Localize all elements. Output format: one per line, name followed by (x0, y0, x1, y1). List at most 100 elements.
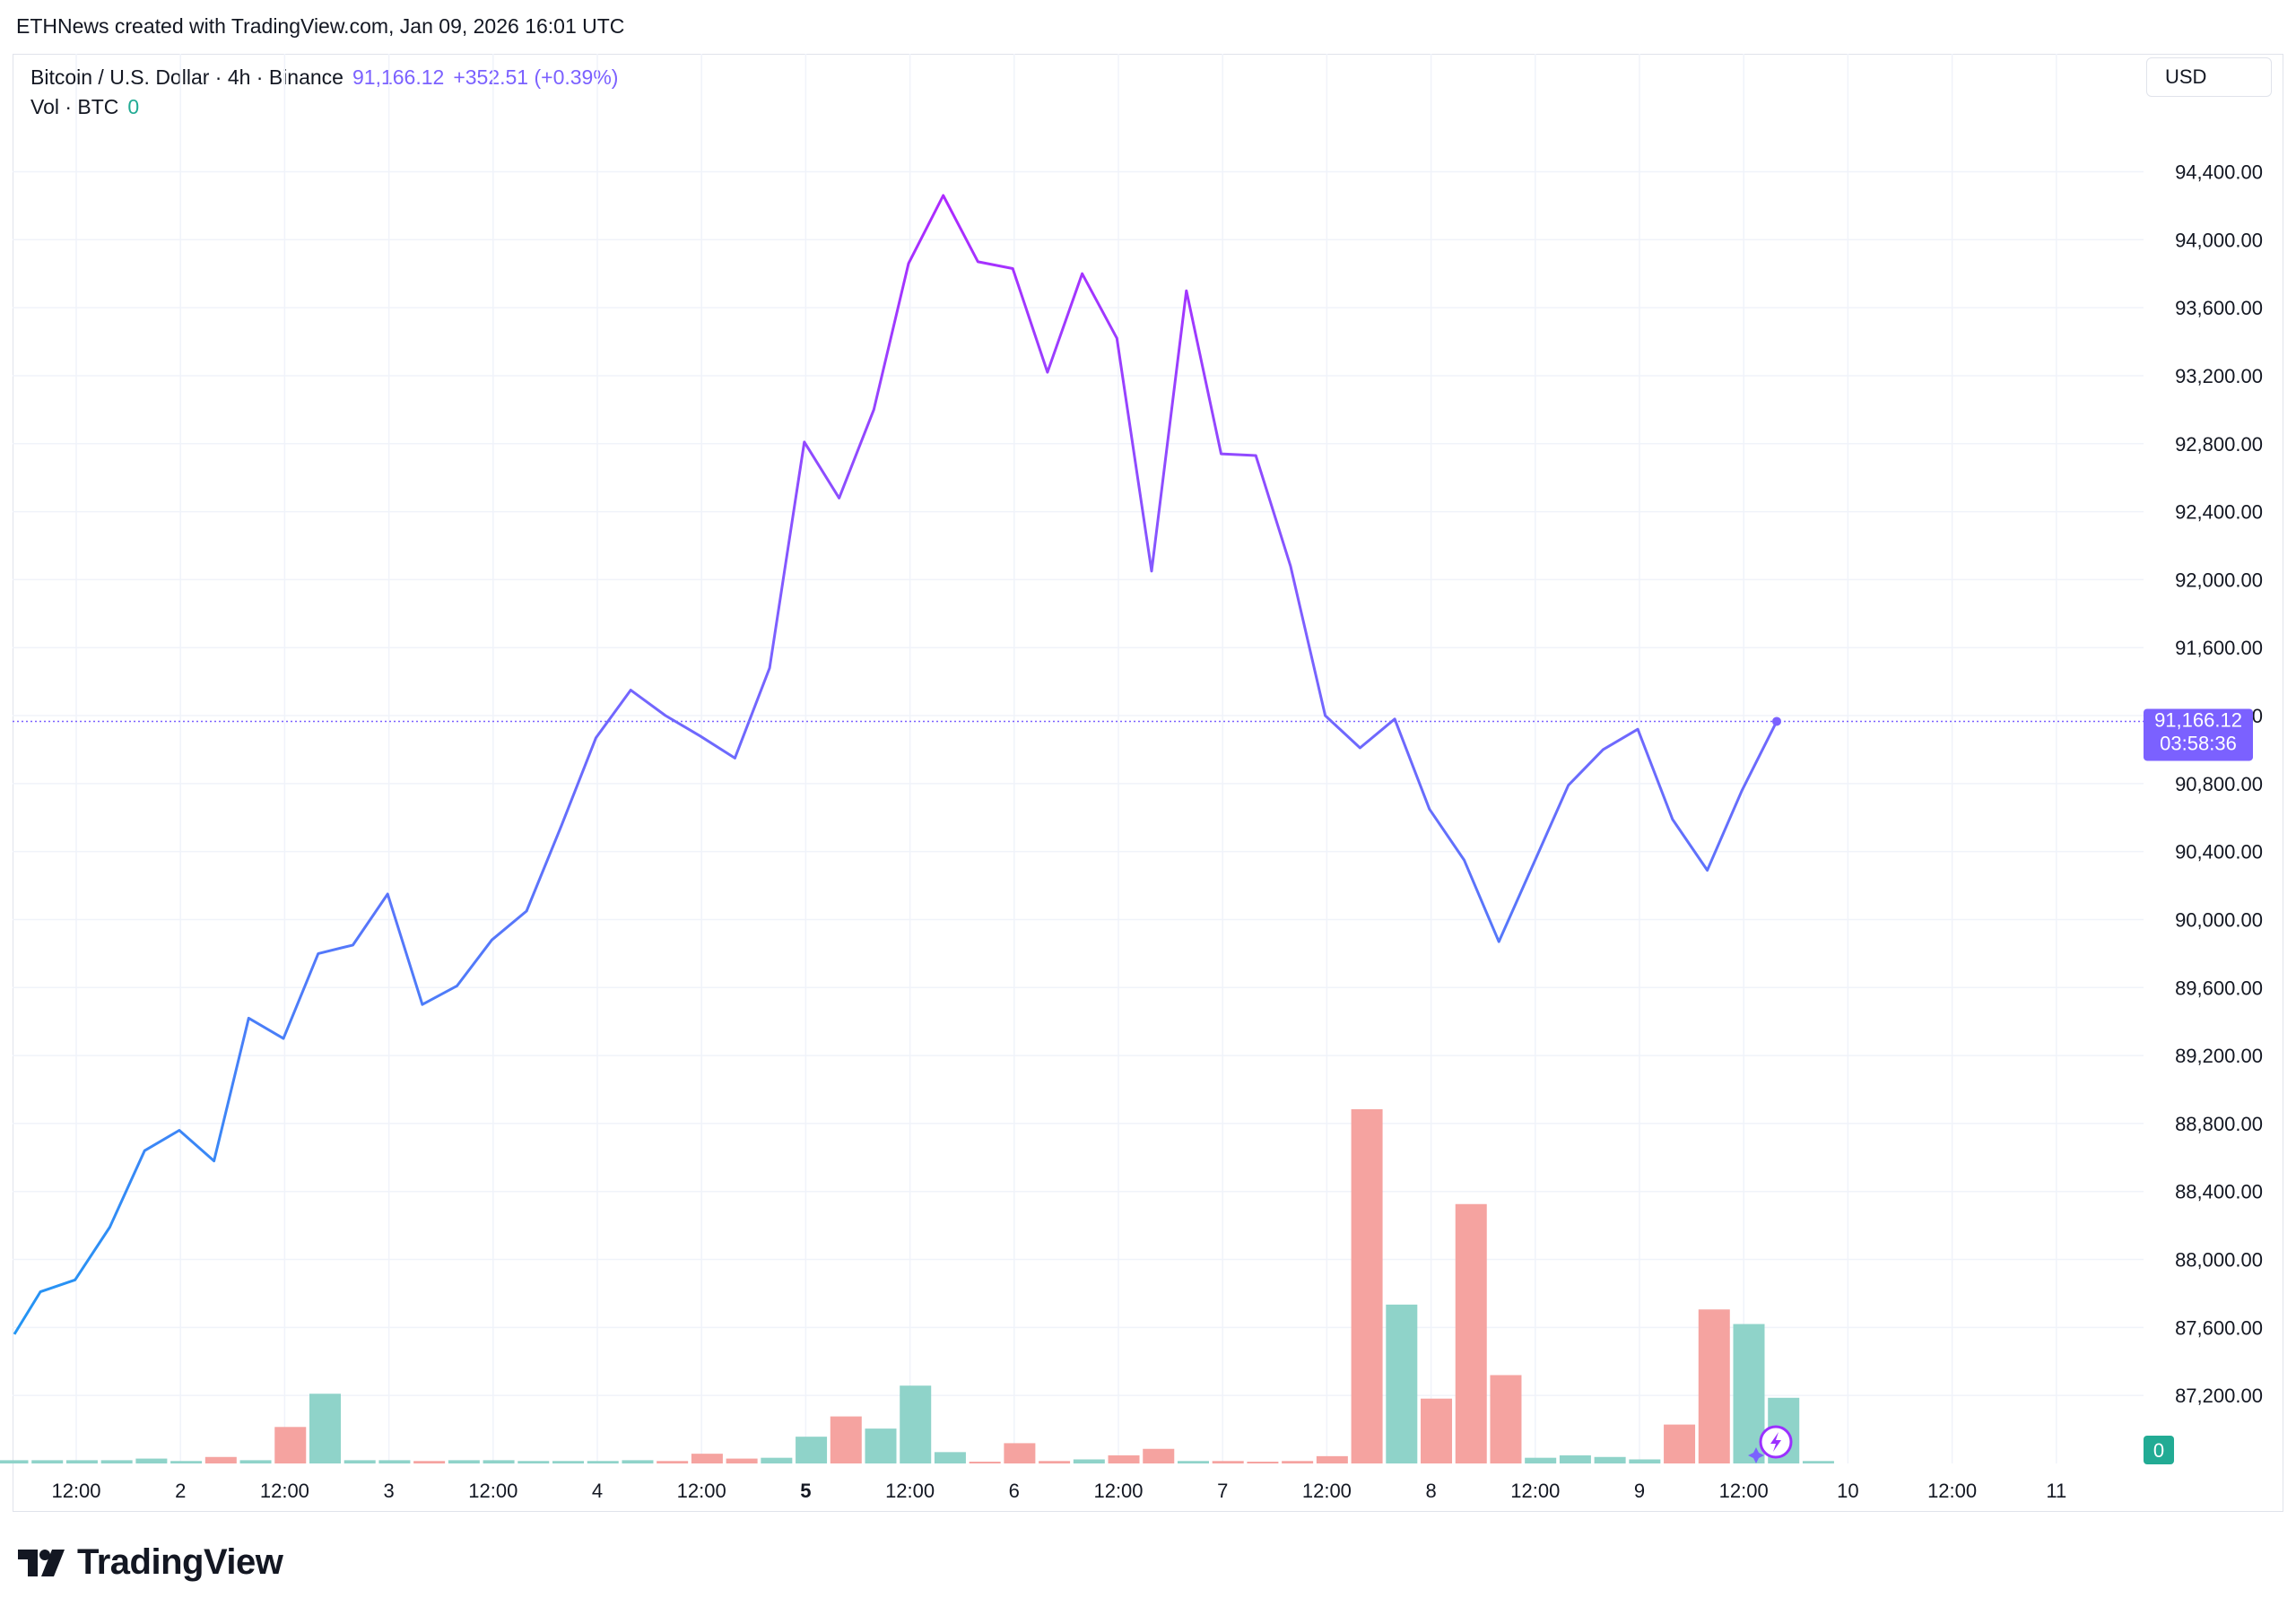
tradingview-logo[interactable]: TradingView (18, 1542, 283, 1583)
y-tick-label: 93,200.00 (2175, 365, 2263, 387)
volume-bar (657, 1461, 689, 1463)
currency-button[interactable]: USD (2146, 57, 2272, 97)
volume-bar (309, 1394, 341, 1463)
x-tick-label: 9 (1634, 1480, 1645, 1502)
y-tick-label: 94,000.00 (2175, 229, 2263, 251)
last-price-tag-value: 91,166.12 (2154, 708, 2242, 731)
volume-bar (65, 1460, 98, 1463)
volume-bar (204, 1456, 237, 1463)
y-tick-label: 90,800.00 (2175, 773, 2263, 795)
volume-bar (100, 1460, 133, 1463)
volume-bar (1177, 1461, 1209, 1463)
volume-bar (31, 1460, 64, 1463)
x-axis-ticks: 12:00 2 12:00 3 12:00 4 12:00 5 12:00 6 12:00 7 12:0… (51, 1480, 2066, 1502)
y-tick-label: 89,600.00 (2175, 977, 2263, 999)
x-tick-label: 7 (1217, 1480, 1228, 1502)
y-tick-label: 92,000.00 (2175, 569, 2263, 591)
volume-bar (1212, 1461, 1244, 1463)
legend-symbol[interactable]: Bitcoin / U.S. Dollar · 4h · Binance (30, 65, 344, 89)
x-tick-label: 10 (1837, 1480, 1858, 1502)
x-tick-label: 12:00 (1302, 1480, 1352, 1502)
x-tick-label: 6 (1009, 1480, 1020, 1502)
volume-bar (378, 1460, 411, 1463)
volume-bar (1108, 1454, 1140, 1463)
volume-bar (413, 1461, 446, 1463)
x-tick-label: 4 (592, 1480, 603, 1502)
volume-bar (1594, 1456, 1626, 1463)
volume-bar (1559, 1454, 1591, 1463)
legend-volume-label[interactable]: Vol · BTC (30, 95, 119, 118)
volume-bar (1386, 1304, 1418, 1463)
volume-bar (1421, 1398, 1453, 1463)
last-price-tag-background (2144, 708, 2253, 761)
x-tick-label: 12:00 (51, 1480, 100, 1502)
volume-bar (1004, 1443, 1036, 1463)
volume-bar (587, 1461, 619, 1463)
legend-volume-value: 0 (127, 95, 140, 118)
volume-bar (170, 1461, 203, 1463)
volume-bar (622, 1460, 654, 1463)
y-tick-label: 88,000.00 (2175, 1249, 2263, 1272)
tradingview-logo-icon (18, 1549, 65, 1576)
x-tick-label: 3 (383, 1480, 394, 1502)
volume-bar (830, 1416, 862, 1463)
volume-bar (691, 1454, 723, 1463)
volume-bar (1316, 1455, 1348, 1463)
volume-bar (1455, 1203, 1487, 1463)
volume-bar (1039, 1461, 1071, 1463)
volume-bar (934, 1452, 966, 1463)
x-tick-label: 2 (175, 1480, 186, 1502)
y-tick-label: 90,400.00 (2175, 841, 2263, 864)
x-tick-label: 12:00 (1927, 1480, 1977, 1502)
volume-bar (796, 1437, 828, 1463)
volume-bar (448, 1460, 480, 1463)
volume-bar (552, 1461, 585, 1463)
x-tick-label: 12:00 (1510, 1480, 1560, 1502)
volume-axis-tag-background (2144, 1436, 2174, 1464)
volume-bar (274, 1427, 307, 1463)
legend-volume-row[interactable]: Vol · BTC 0 (30, 92, 618, 122)
volume-bar (900, 1385, 932, 1463)
chart-legend: Bitcoin / U.S. Dollar · 4h · Binance 91,1… (30, 63, 618, 122)
legend-price: 91,166.12 (352, 65, 445, 89)
y-tick-label: 92,400.00 (2175, 501, 2263, 524)
grid-lines (13, 54, 2144, 1463)
y-tick-label: 89,200.00 (2175, 1045, 2263, 1067)
volume-bar (1282, 1461, 1314, 1463)
volume-bar (344, 1460, 376, 1463)
x-tick-label: 11 (2046, 1480, 2066, 1502)
x-tick-label: 12:00 (1093, 1480, 1143, 1502)
volume-bar (1629, 1459, 1661, 1463)
y-tick-label: 93,600.00 (2175, 297, 2263, 319)
volume-bar (1664, 1424, 1696, 1463)
volume-bar (1698, 1309, 1730, 1463)
y-tick-label: 94,400.00 (2175, 161, 2263, 183)
volume-bar (239, 1460, 272, 1463)
volume-bar (1351, 1109, 1383, 1463)
chart-frame (13, 54, 2283, 1512)
volume-bar (761, 1457, 793, 1463)
volume-bar (1143, 1448, 1175, 1463)
x-tick-label: 5 (800, 1480, 811, 1502)
price-line (13, 194, 1779, 1335)
y-tick-label: 92,800.00 (2175, 433, 2263, 456)
y-tick-label: 87,200.00 (2175, 1385, 2263, 1407)
volume-bar (969, 1462, 1001, 1463)
volume-bars (0, 1109, 1834, 1463)
volume-bar (1525, 1457, 1557, 1463)
lightning-icon[interactable] (1748, 1425, 1793, 1463)
last-price-dot (1772, 716, 1781, 726)
legend-symbol-row[interactable]: Bitcoin / U.S. Dollar · 4h · Binance 91,1… (30, 63, 618, 92)
chart-attribution: ETHNews created with TradingView.com, Ja… (16, 14, 625, 38)
x-tick-label: 12:00 (468, 1480, 517, 1502)
volume-bar (135, 1458, 168, 1463)
y-tick-label: 91,600.00 (2175, 637, 2263, 659)
last-price-tag: 91,166.12 03:58:36 (2144, 708, 2253, 761)
volume-bar (1802, 1461, 1834, 1463)
volume-bar (0, 1460, 29, 1463)
volume-axis-tag-value: 0 (2153, 1439, 2164, 1462)
legend-change: +352.51 (+0.39%) (453, 65, 619, 89)
x-tick-label: 8 (1425, 1480, 1436, 1502)
brand-name: TradingView (77, 1542, 283, 1582)
